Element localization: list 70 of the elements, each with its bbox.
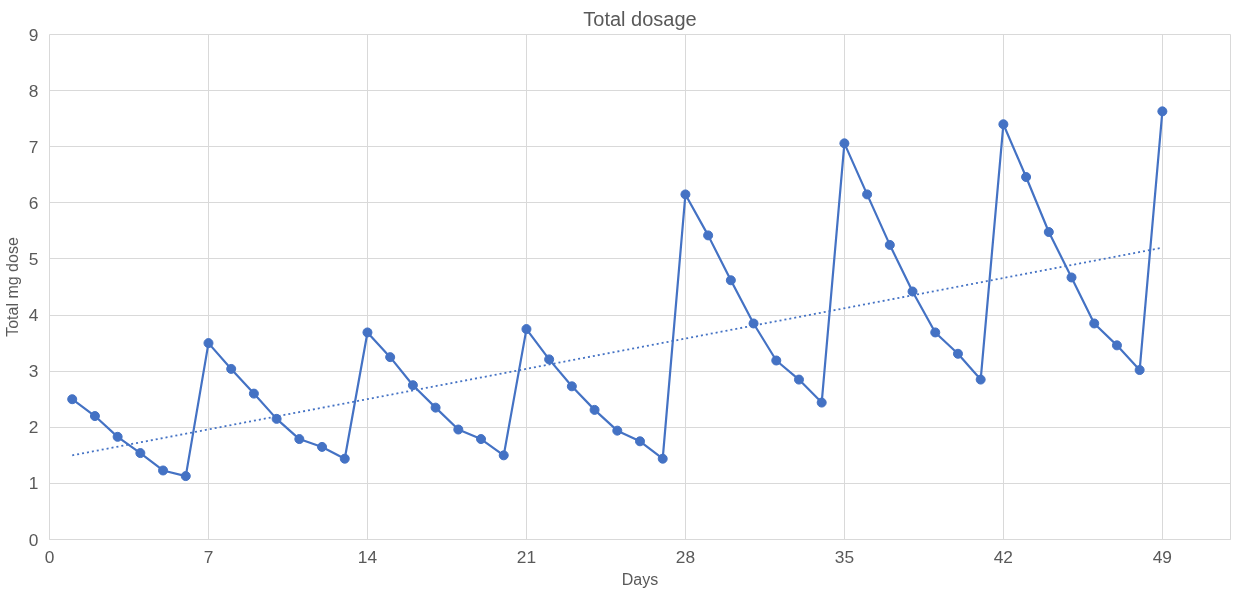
- point: [589, 404, 600, 415]
- chart-title: Total dosage: [583, 7, 697, 30]
- y-tick-label: 2: [28, 417, 39, 438]
- point: [67, 394, 78, 405]
- point: [1134, 365, 1145, 376]
- x-tick-label: 14: [357, 546, 378, 567]
- point: [907, 286, 918, 297]
- y-tick-label: 1: [28, 473, 39, 494]
- x-tick-label: 49: [1152, 546, 1173, 567]
- point: [1111, 340, 1122, 351]
- y-tick-label: 8: [28, 80, 39, 101]
- y-tick-label: 9: [28, 24, 39, 45]
- point: [294, 434, 305, 445]
- point: [112, 431, 123, 442]
- point: [771, 355, 782, 366]
- y-tick-label: 5: [28, 248, 39, 269]
- point: [544, 354, 555, 365]
- y-axis-title: Total mg dose: [3, 237, 21, 337]
- point: [203, 338, 214, 349]
- point: [1089, 318, 1100, 329]
- x-tick-label: 28: [675, 546, 696, 567]
- point: [180, 471, 191, 482]
- y-tick-label: 3: [28, 361, 39, 382]
- point: [1157, 106, 1168, 117]
- point: [657, 453, 668, 464]
- point: [430, 402, 441, 413]
- point: [135, 448, 146, 459]
- x-tick-label: 42: [993, 546, 1014, 567]
- x-tick-label: 35: [834, 546, 855, 567]
- y-tick-label: 4: [28, 305, 39, 326]
- point: [498, 450, 509, 461]
- x-tick-label: 21: [516, 546, 537, 567]
- point: [952, 348, 963, 359]
- y-tick-label: 0: [28, 529, 39, 550]
- point: [680, 189, 691, 200]
- point: [317, 441, 328, 452]
- point: [1021, 172, 1032, 183]
- point: [1066, 272, 1077, 283]
- point: [748, 318, 759, 329]
- point: [566, 381, 577, 392]
- x-tick-label: 7: [203, 546, 214, 567]
- x-tick-label: 0: [44, 546, 55, 567]
- point: [453, 424, 464, 435]
- point: [385, 352, 396, 363]
- point: [407, 380, 418, 391]
- point: [476, 434, 487, 445]
- point: [884, 239, 895, 250]
- point: [226, 363, 237, 374]
- point: [612, 425, 623, 436]
- point: [362, 327, 373, 338]
- point: [89, 411, 100, 422]
- point: [816, 397, 827, 408]
- point: [248, 388, 259, 399]
- point: [839, 138, 850, 149]
- point: [158, 465, 169, 476]
- point: [930, 327, 941, 338]
- point: [271, 413, 282, 424]
- point: [725, 275, 736, 286]
- point: [521, 324, 532, 335]
- point: [975, 374, 986, 385]
- point: [1043, 227, 1054, 237]
- point: [998, 119, 1009, 130]
- point: [703, 230, 714, 241]
- x-axis-title: Days: [621, 570, 659, 588]
- y-tick-label: 7: [28, 136, 39, 157]
- point: [635, 436, 645, 447]
- y-tick-label: 6: [28, 192, 39, 213]
- point: [793, 374, 804, 385]
- point: [339, 453, 350, 464]
- point: [862, 189, 873, 200]
